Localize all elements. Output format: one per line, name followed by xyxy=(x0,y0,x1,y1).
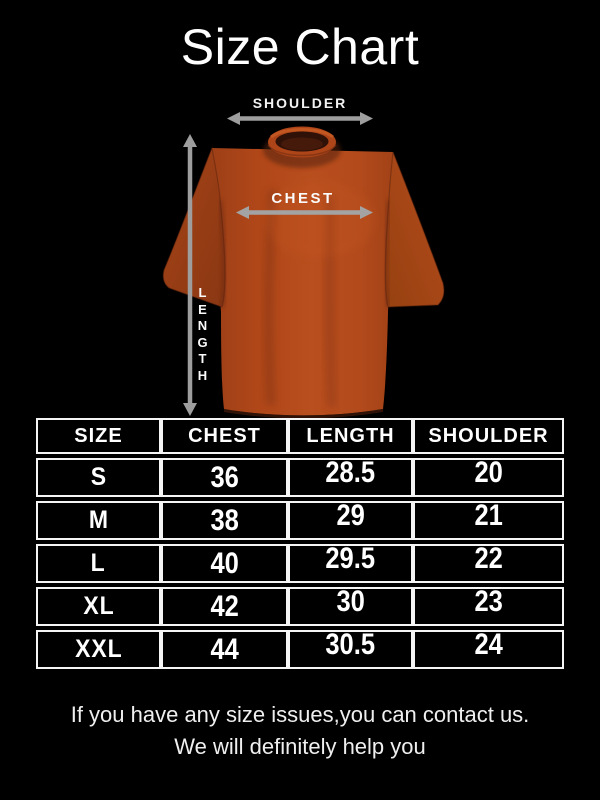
page-title: Size Chart xyxy=(180,19,420,75)
tshirt-illustration xyxy=(162,126,445,419)
seam-shadow xyxy=(217,199,228,308)
hem-seam xyxy=(224,409,383,419)
chest-cell: 44 xyxy=(161,630,288,669)
chest-cell: 38 xyxy=(161,501,288,540)
length-measure-label: LENGTH xyxy=(197,285,208,383)
col-header-shoulder: SHOULDER xyxy=(413,418,564,454)
size-table: SIZE CHEST LENGTH SHOULDER S 36 28.5 20 … xyxy=(36,414,564,673)
length-cell: 30 xyxy=(288,585,413,626)
shoulder-cell: 22 xyxy=(413,542,564,583)
size-cell: L xyxy=(36,544,161,583)
contact-note-line1: If you have any size issues,you can cont… xyxy=(70,702,530,727)
length-arrow-icon xyxy=(183,134,197,416)
tshirt-left-sleeve xyxy=(162,145,226,308)
tshirt-right-sleeve xyxy=(384,151,445,308)
col-header-size: SIZE xyxy=(36,418,161,454)
length-cell: 29 xyxy=(288,499,413,540)
table-row: M 38 29 21 xyxy=(36,499,564,540)
size-cell: M xyxy=(36,501,161,540)
shoulder-cell: 24 xyxy=(413,628,564,669)
shoulder-cell: 21 xyxy=(413,499,564,540)
chest-cell: 36 xyxy=(161,458,288,497)
chest-measure-label: CHEST xyxy=(271,190,335,207)
seam-shadow xyxy=(383,199,392,308)
col-header-length: LENGTH xyxy=(288,418,413,454)
shoulder-measure-label: SHOULDER xyxy=(252,95,348,111)
shoulder-cell: 20 xyxy=(413,456,564,497)
length-cell: 30.5 xyxy=(288,628,413,669)
fold-shadow xyxy=(264,190,277,405)
table-row: L 40 29.5 22 xyxy=(36,542,564,583)
table-row: XL 42 30 23 xyxy=(36,585,564,626)
length-cell: 29.5 xyxy=(288,542,413,583)
size-cell: S xyxy=(36,458,161,497)
col-header-chest: CHEST xyxy=(161,418,288,454)
size-cell: XXL xyxy=(36,630,161,669)
chest-cell: 40 xyxy=(161,544,288,583)
table-row: S 36 28.5 20 xyxy=(36,456,564,497)
table-row: XXL 44 30.5 24 xyxy=(36,628,564,669)
collar-inner xyxy=(281,137,323,151)
length-cell: 28.5 xyxy=(288,456,413,497)
size-cell: XL xyxy=(36,587,161,626)
collar-seam xyxy=(267,144,337,157)
chest-highlight xyxy=(265,182,375,258)
table-header-row: SIZE CHEST LENGTH SHOULDER xyxy=(36,418,564,454)
contact-note-line2: We will definitely help you xyxy=(174,734,426,759)
contact-note: If you have any size issues,you can cont… xyxy=(0,699,600,763)
chest-cell: 42 xyxy=(161,587,288,626)
shoulder-arrow-icon xyxy=(227,112,373,125)
chest-arrow-icon xyxy=(236,206,373,219)
shoulder-cell: 23 xyxy=(413,585,564,626)
collar-highlight xyxy=(270,128,334,139)
